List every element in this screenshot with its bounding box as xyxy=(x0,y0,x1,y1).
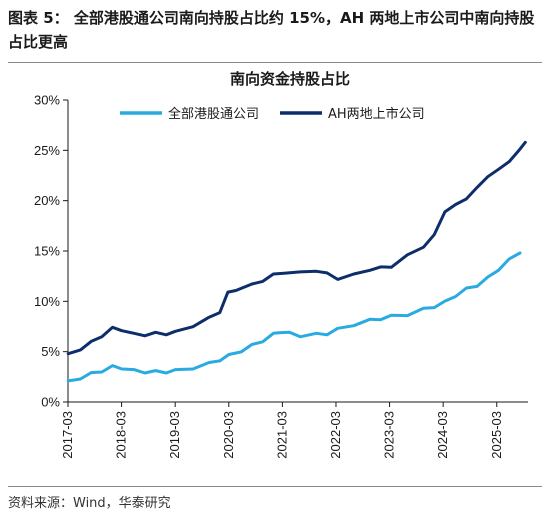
source-note: 资料来源：Wind，华泰研究 xyxy=(8,496,171,511)
chart-title: 南向资金持股占比 xyxy=(230,70,350,88)
x-tick-label: 2022-03 xyxy=(328,411,343,459)
series-line-0 xyxy=(66,251,522,383)
x-tick-label: 2019-03 xyxy=(167,411,182,459)
y-tick-label: 10% xyxy=(34,294,60,309)
series-layer xyxy=(66,140,527,383)
figure-title: 图表 5： 全部港股通公司南向持股占比约 15%，AH 两地上市公司中南向持股占… xyxy=(8,9,535,51)
legend-label-series-0: 全部港股通公司 xyxy=(168,106,259,122)
x-tick-label: 2018-03 xyxy=(114,411,129,459)
legend: 全部港股通公司 AH两地上市公司 xyxy=(120,106,425,122)
y-tick-label: 25% xyxy=(34,143,60,158)
source-divider xyxy=(8,486,542,487)
axes: 0% 5% 10% 15% 20% 25% 30% 2017-03 2018-03 2019-03… xyxy=(34,93,528,459)
legend-label-series-1: AH两地上市公司 xyxy=(328,106,425,122)
y-tick-label: 30% xyxy=(34,93,60,108)
x-tick-label: 2020-03 xyxy=(221,411,236,459)
title-divider xyxy=(8,62,542,63)
x-tick-label: 2024-03 xyxy=(435,411,450,459)
y-tick-label: 5% xyxy=(41,344,60,359)
x-tick-label: 2023-03 xyxy=(382,411,397,459)
x-tick-label: 2025-03 xyxy=(489,411,504,459)
y-tick-label: 0% xyxy=(41,395,60,410)
chart: 南向资金持股占比 全部港股通公司 AH两地上市公司 0% 5% 10% 15% 20% 2… xyxy=(34,70,528,459)
series-line-1 xyxy=(66,140,527,356)
x-tick-label: 2017-03 xyxy=(60,411,75,459)
y-tick-label: 15% xyxy=(34,244,60,259)
x-tick-label: 2021-03 xyxy=(274,411,289,459)
y-tick-label: 20% xyxy=(34,193,60,208)
